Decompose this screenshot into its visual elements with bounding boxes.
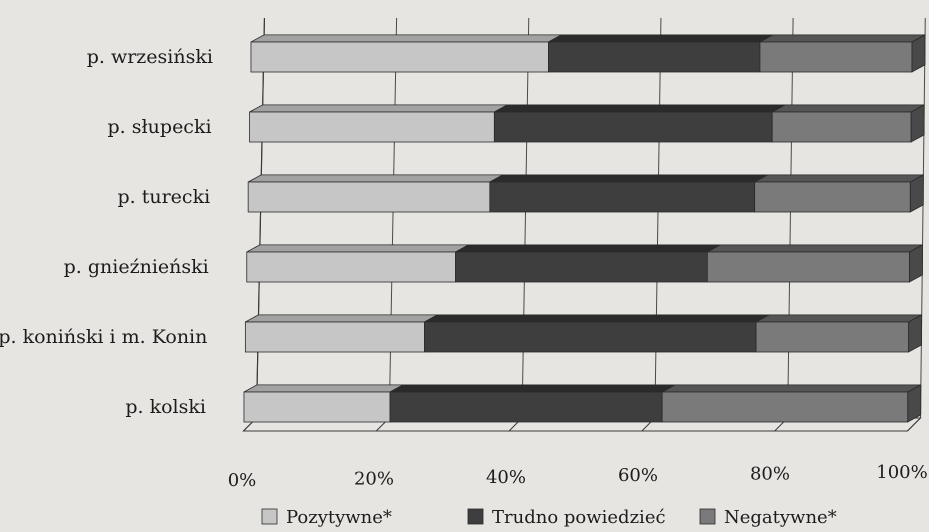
bar-segment	[771, 111, 912, 143]
gridline	[388, 17, 398, 419]
legend-item: Negatywne*	[699, 507, 837, 528]
x-tick-labels: 0% 20% 40% 60% 80% 100%	[228, 462, 928, 491]
category-label: p. koniński i m. Konin	[0, 326, 207, 348]
bar-top	[494, 104, 786, 113]
bar-top	[246, 244, 469, 253]
bar-group	[243, 384, 922, 423]
bar-segment	[706, 251, 910, 283]
bars	[243, 34, 926, 423]
legend-label: Negatywne*	[724, 507, 837, 528]
bar-segment	[249, 111, 495, 143]
bar-segment	[759, 41, 913, 73]
legend-label: Trudno powiedzieć	[492, 507, 666, 528]
bar-group	[247, 174, 924, 213]
category-labels: p. wrzesiński p. słupecki p. turecki p. gni…	[0, 46, 213, 418]
x-tick-label: 40%	[486, 467, 526, 488]
x-tick-label: 0%	[228, 470, 257, 491]
bar-segment	[246, 251, 456, 283]
grid	[242, 17, 926, 432]
bar-group	[249, 104, 925, 143]
bar-segment	[661, 391, 909, 423]
bar-side	[908, 314, 923, 353]
bar-side	[909, 174, 924, 213]
category-label: p. turecki	[117, 186, 210, 208]
legend-item: Pozytywne*	[261, 507, 392, 528]
bar-segment	[548, 41, 761, 73]
bar-segment	[247, 181, 491, 213]
bar-top	[424, 314, 770, 323]
x-tick-label: 80%	[750, 464, 790, 485]
bar-segment	[493, 111, 773, 143]
bar-group	[250, 34, 926, 73]
bar-segment	[389, 391, 663, 423]
bar-side	[909, 244, 923, 283]
category-label: p. wrzesiński	[87, 46, 213, 68]
bar-top	[759, 34, 926, 43]
bar-top	[661, 384, 921, 393]
bar-top	[250, 34, 562, 43]
bar-segment	[243, 391, 391, 423]
bar-side	[911, 34, 926, 73]
gridline	[654, 17, 662, 419]
bar-top	[489, 174, 768, 183]
x-tick-label: 100%	[876, 462, 927, 483]
bar-top	[249, 104, 508, 113]
bar-top	[455, 244, 721, 253]
bar-top	[245, 314, 438, 323]
bar-segment	[754, 181, 911, 213]
x-tick-label: 60%	[618, 465, 658, 486]
bar-segment	[244, 321, 425, 353]
bar-segment	[489, 181, 756, 213]
bar-side	[907, 384, 922, 423]
left-wall-edge	[255, 17, 266, 419]
bar-top	[389, 384, 676, 393]
legend-label: Pozytywne*	[286, 507, 392, 528]
legend-swatch	[699, 508, 716, 525]
bar-top	[247, 174, 504, 183]
category-label: p. słupecki	[108, 116, 212, 138]
bar-side	[910, 104, 925, 143]
bar-top	[772, 104, 925, 113]
bar-group	[246, 244, 923, 283]
legend-swatch	[467, 508, 484, 525]
bar-segment	[250, 41, 549, 73]
bar-top	[755, 314, 922, 323]
gridline	[787, 17, 794, 419]
gridline	[521, 17, 530, 419]
x-tick-label: 20%	[354, 468, 394, 489]
legend: Pozytywne* Trudno powiedzieć Negatywne*	[261, 507, 837, 528]
bar-segment	[424, 321, 757, 353]
category-label: p. gnieźnieński	[64, 256, 209, 278]
category-label: p. kolski	[125, 396, 206, 418]
bar-group	[244, 314, 923, 353]
legend-item: Trudno powiedzieć	[467, 507, 666, 528]
bar-segment	[755, 321, 910, 353]
floor-tick	[907, 417, 921, 432]
bar-top	[243, 384, 404, 393]
bar-top	[548, 34, 774, 43]
legend-swatch	[261, 508, 278, 525]
bar-top	[754, 174, 924, 183]
gridline	[919, 17, 926, 419]
bar-segment	[455, 251, 708, 283]
bar-top	[707, 244, 923, 253]
